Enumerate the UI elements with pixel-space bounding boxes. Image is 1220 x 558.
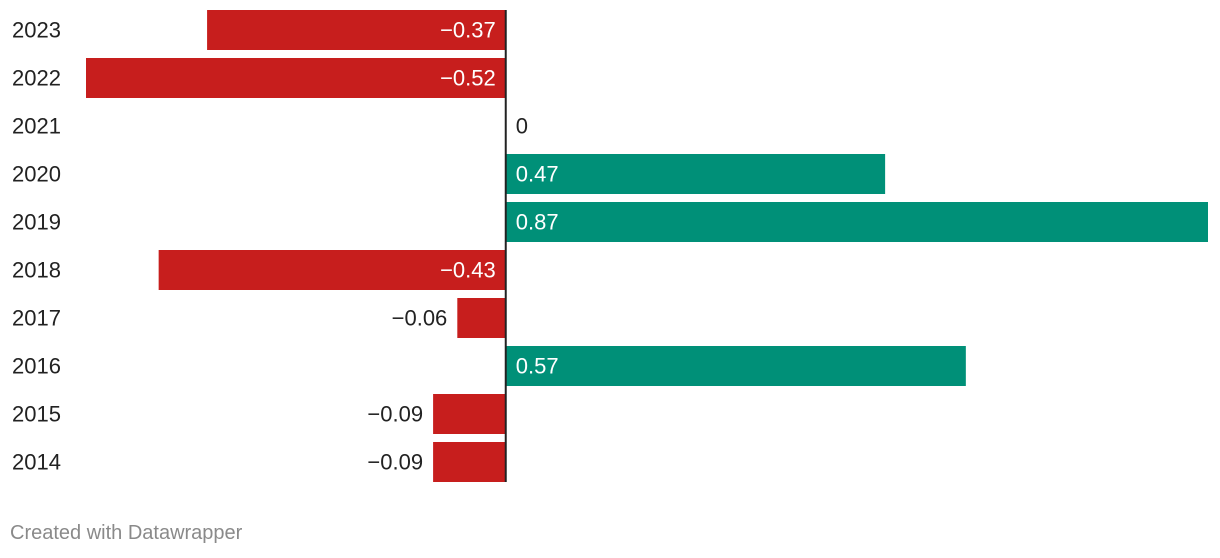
category-label-2023: 2023 [12,18,61,43]
bar-2022 [86,58,506,98]
value-label-2020: 0.47 [516,162,559,187]
category-label-2022: 2022 [12,66,61,91]
category-label-2017: 2017 [12,306,61,331]
category-label-2020: 2020 [12,162,61,187]
value-label-2023: −0.37 [440,18,496,43]
bar-2015 [433,394,506,434]
category-label-2015: 2015 [12,402,61,427]
bar-2023 [207,10,506,50]
value-label-2019: 0.87 [516,210,559,235]
category-label-2018: 2018 [12,258,61,283]
value-label-2022: −0.52 [440,66,496,91]
bar-chart: 2023 −0.37 2022 −0.52 2021 0 2020 0.47 2019 0.87 2… [12,10,1209,482]
value-label-2014: −0.09 [367,450,423,475]
value-label-2018: −0.43 [440,258,496,283]
bar-2019 [505,202,1209,242]
category-label-2019: 2019 [12,210,61,235]
bar-2017 [457,298,506,338]
value-label-2016: 0.57 [516,354,559,379]
value-label-2017: −0.06 [392,306,448,331]
category-label-2021: 2021 [12,114,61,139]
bar-2016 [505,346,966,386]
category-label-2014: 2014 [12,450,61,475]
bar-2014 [433,442,506,482]
value-label-2021: 0 [516,114,528,139]
bar-2018 [158,250,506,290]
value-label-2015: −0.09 [367,402,423,427]
bar-2020 [505,154,886,194]
credit-footer: Created with Datawrapper [10,522,243,544]
category-label-2016: 2016 [12,354,61,379]
